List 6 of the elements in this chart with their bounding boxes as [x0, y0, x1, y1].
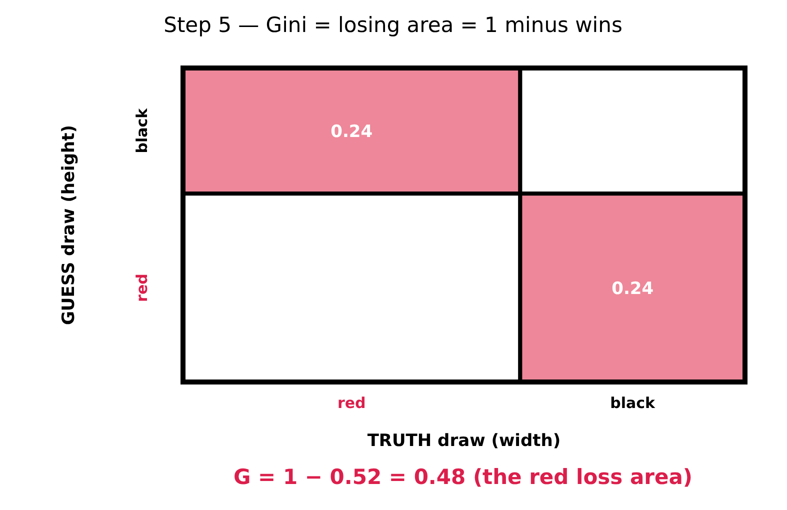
data-label: 0.24 [330, 122, 373, 142]
x-axis-title: TRUTH draw (width) [367, 431, 561, 451]
chart-title: Step 5 — Gini = losing area = 1 minus wins [164, 13, 622, 37]
text: G = 1 − 0.52 = 0.48 (the red loss area) [234, 465, 692, 489]
data-label: 0.24 [612, 278, 654, 299]
y-axis-title: GUESS draw (height) [59, 124, 79, 326]
